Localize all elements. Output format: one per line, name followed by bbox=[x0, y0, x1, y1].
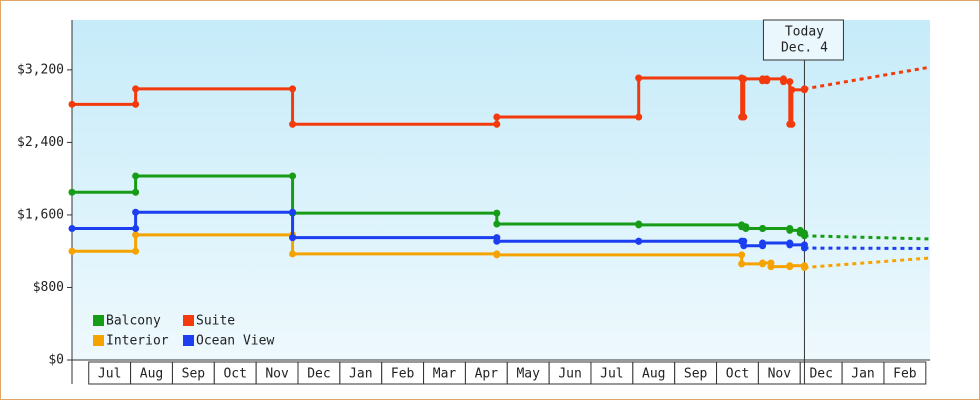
marker bbox=[289, 234, 296, 241]
marker bbox=[635, 221, 642, 228]
y-tick-label: $1,600 bbox=[17, 207, 64, 222]
marker bbox=[740, 75, 747, 82]
marker bbox=[763, 75, 770, 82]
today-label: Dec. 4 bbox=[781, 41, 828, 56]
marker bbox=[132, 209, 139, 216]
x-tick-label: Aug bbox=[642, 367, 665, 382]
marker bbox=[132, 172, 139, 179]
marker bbox=[69, 189, 76, 196]
legend-label: Ocean View bbox=[196, 334, 274, 349]
legend-label: Interior bbox=[106, 334, 169, 349]
today-label: Today bbox=[785, 25, 824, 40]
legend-swatch bbox=[183, 335, 194, 346]
y-tick-label: $3,200 bbox=[17, 62, 64, 77]
marker bbox=[786, 121, 793, 128]
marker bbox=[740, 242, 747, 249]
x-tick-label: Feb bbox=[391, 367, 415, 382]
marker bbox=[635, 238, 642, 245]
marker bbox=[132, 248, 139, 255]
marker bbox=[742, 225, 749, 232]
marker bbox=[738, 251, 745, 258]
marker bbox=[289, 209, 296, 216]
marker bbox=[493, 210, 500, 217]
x-tick-label: Sep bbox=[182, 367, 206, 382]
legend-swatch bbox=[183, 315, 194, 326]
marker bbox=[786, 262, 793, 269]
marker bbox=[788, 86, 795, 93]
marker bbox=[759, 259, 766, 266]
x-tick-label: Jun bbox=[558, 367, 581, 382]
marker bbox=[759, 225, 766, 232]
marker bbox=[69, 101, 76, 108]
marker bbox=[759, 240, 766, 247]
x-tick-label: Sep bbox=[684, 367, 708, 382]
x-tick-label: Dec bbox=[809, 367, 832, 382]
x-tick-label: Feb bbox=[893, 367, 917, 382]
x-tick-label: Jul bbox=[600, 367, 623, 382]
x-tick-label: Apr bbox=[475, 367, 499, 382]
marker bbox=[289, 172, 296, 179]
marker bbox=[132, 225, 139, 232]
marker bbox=[786, 227, 793, 234]
marker bbox=[493, 114, 500, 121]
legend-swatch bbox=[93, 315, 104, 326]
marker bbox=[69, 248, 76, 255]
marker bbox=[493, 221, 500, 228]
marker bbox=[635, 114, 642, 121]
marker bbox=[738, 260, 745, 267]
legend-swatch bbox=[93, 335, 104, 346]
x-tick-label: Oct bbox=[223, 367, 246, 382]
marker bbox=[289, 121, 296, 128]
marker bbox=[786, 241, 793, 248]
marker bbox=[738, 114, 745, 121]
x-tick-label: Oct bbox=[726, 367, 749, 382]
y-tick-label: $2,400 bbox=[17, 135, 64, 150]
marker bbox=[780, 78, 787, 85]
x-tick-label: Nov bbox=[768, 367, 792, 382]
marker bbox=[132, 85, 139, 92]
marker bbox=[132, 101, 139, 108]
legend-label: Balcony bbox=[106, 314, 161, 329]
marker bbox=[493, 251, 500, 258]
x-tick-label: Jul bbox=[98, 367, 121, 382]
marker bbox=[493, 238, 500, 245]
x-tick-label: Nov bbox=[265, 367, 289, 382]
x-tick-label: Aug bbox=[140, 367, 163, 382]
marker bbox=[132, 231, 139, 238]
marker bbox=[767, 263, 774, 270]
x-tick-label: May bbox=[516, 367, 540, 382]
y-tick-label: $0 bbox=[48, 353, 64, 368]
plot-area bbox=[72, 20, 930, 360]
x-tick-label: Dec bbox=[307, 367, 330, 382]
marker bbox=[289, 85, 296, 92]
marker bbox=[69, 225, 76, 232]
marker bbox=[132, 189, 139, 196]
x-tick-label: Mar bbox=[433, 367, 457, 382]
marker bbox=[635, 75, 642, 82]
legend-label: Suite bbox=[196, 314, 235, 329]
marker bbox=[786, 78, 793, 85]
y-tick-label: $800 bbox=[33, 280, 64, 295]
x-tick-label: Jan bbox=[349, 367, 372, 382]
marker bbox=[493, 121, 500, 128]
marker bbox=[289, 250, 296, 257]
x-tick-label: Jan bbox=[851, 367, 874, 382]
